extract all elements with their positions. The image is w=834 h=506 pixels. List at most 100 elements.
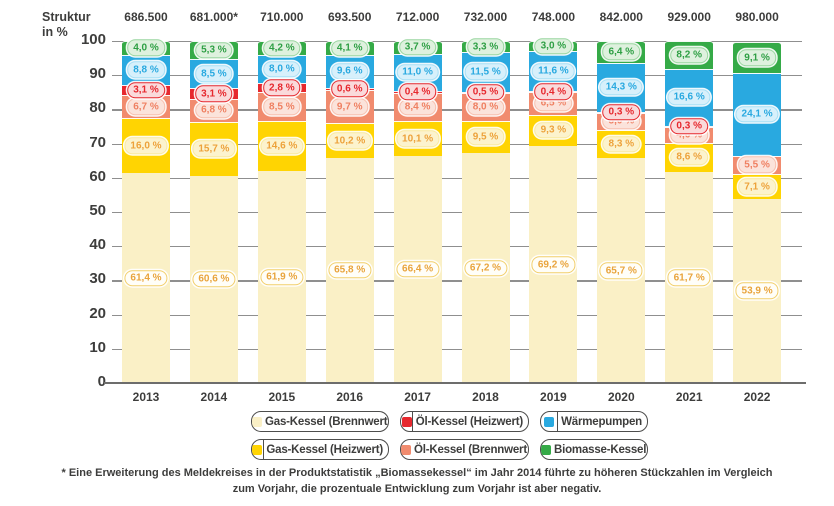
segment-value-label: 6,7 % bbox=[127, 98, 165, 116]
legend-swatch bbox=[252, 416, 262, 427]
y-tick-label: 10 bbox=[89, 338, 106, 356]
segment-value-label: 0,3 % bbox=[670, 118, 708, 135]
segment-value-label: 8,4 % bbox=[398, 98, 437, 116]
y-axis-title-line1: Struktur bbox=[42, 10, 91, 24]
segment-value-label: 0,6 % bbox=[330, 80, 369, 98]
legend-swatch bbox=[401, 444, 411, 455]
total-label: 712.000 bbox=[395, 10, 440, 24]
y-tick-label: 30 bbox=[89, 270, 106, 288]
legend-swatch-box bbox=[541, 412, 557, 431]
gridline bbox=[112, 348, 802, 350]
plot-area: 61,4 % 16,0 % 6,7 % 3,1 % 8,8 % 4,0 % 60,6 % 15… bbox=[112, 37, 802, 383]
legend-swatch bbox=[544, 416, 555, 427]
segment-value-label: 14,6 % bbox=[260, 138, 304, 155]
bar-column-2021: 61,7 %8,6 %4,6 %0,3 %16,6 %8,2 % bbox=[665, 41, 714, 383]
y-tick-label: 50 bbox=[89, 202, 106, 219]
gridline bbox=[112, 41, 802, 43]
segment-value-label: 60,6 % bbox=[192, 271, 236, 288]
legend-divider bbox=[412, 412, 413, 431]
segment-value-label: 53,9 % bbox=[735, 282, 779, 300]
legend-swatch bbox=[252, 444, 263, 455]
legend-swatch-box bbox=[252, 440, 263, 459]
gridline bbox=[112, 177, 802, 179]
legend-label: Biomasse-Kessel bbox=[554, 443, 647, 456]
y-tick-label: 40 bbox=[89, 236, 106, 254]
total-label: 980.000 bbox=[735, 10, 779, 24]
y-tick-label: 0 bbox=[97, 373, 106, 390]
y-tick-label: 80 bbox=[89, 99, 106, 117]
x-tick-label: 2017 bbox=[404, 390, 431, 404]
total-label: 693.500 bbox=[327, 10, 372, 24]
segment-value-label: 4,0 % bbox=[127, 39, 165, 57]
bar-column-2017: 66,4 % 10,1 % 8,4 % 0,4 % 11,0 % 3,7 % bbox=[393, 39, 442, 383]
gridline bbox=[112, 143, 802, 145]
legend-label: Öl-Kessel (Heizwert) bbox=[415, 415, 523, 428]
segment-value-label: 0,4 % bbox=[398, 83, 437, 101]
segment-value-label: 9,3 % bbox=[534, 122, 573, 139]
segment-value-label: 10,2 % bbox=[328, 132, 372, 149]
segment-value-label: 69,2 % bbox=[531, 256, 575, 273]
legend-swatch bbox=[541, 444, 551, 455]
legend-swatch-box bbox=[252, 412, 262, 431]
segment-value-label: 65,8 % bbox=[328, 262, 372, 279]
y-axis-title-line2: in % bbox=[42, 25, 68, 39]
segment-value-label: 7,1 % bbox=[738, 178, 776, 195]
segment-value-label: 14,3 % bbox=[599, 79, 643, 96]
segment-value-label: 8,5 % bbox=[263, 98, 301, 116]
segment-value-label: 24,1 % bbox=[735, 106, 779, 123]
footnote: * Eine Erweiterung des Meldekreises in d… bbox=[61, 467, 773, 495]
bar-column-2016: 65,8 % 10,2 % 9,7 % 0,6 % 9,6 % 4,1 % bbox=[325, 39, 374, 383]
legend-swatch-box bbox=[541, 440, 551, 459]
total-label: 681.000* bbox=[189, 10, 238, 24]
segment-value-label: 8,2 % bbox=[670, 46, 708, 64]
legend-swatch bbox=[401, 416, 412, 427]
total-label: 748.000 bbox=[531, 10, 576, 24]
segment-value-label: 3,3 % bbox=[466, 38, 505, 55]
segment-value-label: 61,7 % bbox=[667, 269, 711, 286]
legend-item: Gas-Kessel (Brennwert) bbox=[251, 411, 389, 432]
legend-divider bbox=[262, 440, 264, 459]
segment-value-label: 4,2 % bbox=[263, 39, 301, 57]
bar-column-2019: 69,2 % 9,3 % 6,5 % 0,4 % 11,6 % 3,0 % bbox=[529, 37, 578, 383]
segment-value-label: 6,4 % bbox=[602, 43, 641, 61]
gridline bbox=[112, 314, 802, 316]
x-tick-label: 2021 bbox=[675, 390, 703, 404]
y-tick-label: 100 bbox=[80, 31, 106, 48]
bar-column-2018: 67,2 % 9,5 % 8,0 % 0,5 % 11,5 % 3,3 % bbox=[461, 38, 510, 383]
segment-value-label: 0,5 % bbox=[466, 84, 505, 101]
x-axis-baseline bbox=[104, 382, 806, 384]
segment-value-label: 16,0 % bbox=[124, 137, 168, 154]
gridline bbox=[112, 109, 802, 111]
bar-column-2020: 65,7 % 8,3 % 5,0 % 0,3 % 14,3 % 6,4 % bbox=[597, 41, 646, 383]
y-tick-label: 70 bbox=[89, 133, 106, 151]
gridline bbox=[112, 246, 802, 248]
legend-item: Wärmepumpen bbox=[540, 411, 648, 432]
segment-value-label: 61,9 % bbox=[260, 268, 304, 286]
segment-value-label: 67,2 % bbox=[463, 259, 508, 277]
legend: Gas-Kessel (Brennwert) Öl-Kessel (Heizwer… bbox=[251, 411, 648, 460]
segment-value-label: 0,4 % bbox=[534, 83, 573, 100]
segment-value-label: 3,1 % bbox=[127, 81, 165, 99]
segment-value-label: 5,5 % bbox=[738, 156, 776, 174]
legend-label: Öl-Kessel (Brennwert) bbox=[414, 443, 529, 456]
x-tick-label: 2013 bbox=[132, 390, 160, 404]
segment-value-label: 9,5 % bbox=[466, 128, 505, 146]
total-label: 686.500 bbox=[124, 10, 168, 24]
segment-value-label: 8,0 % bbox=[263, 60, 301, 78]
segment-value-label: 9,6 % bbox=[330, 63, 369, 80]
segment-value-label: 66,4 % bbox=[396, 261, 440, 278]
x-tick-label: 2022 bbox=[743, 390, 771, 404]
legend-divider bbox=[557, 412, 559, 431]
segment-value-label: 65,7 % bbox=[599, 262, 643, 279]
segment-value-label: 3,0 % bbox=[534, 37, 573, 55]
legend-swatch-box bbox=[401, 412, 412, 431]
segment-value-label: 11,5 % bbox=[464, 63, 507, 81]
segment-value-label: 3,1 % bbox=[195, 85, 233, 102]
x-tick-label: 2020 bbox=[607, 390, 635, 404]
segment-value-label: 8,0 % bbox=[466, 98, 505, 116]
y-tick-label: 20 bbox=[89, 304, 106, 322]
y-tick-label: 60 bbox=[89, 167, 106, 185]
segment-value-label: 8,8 % bbox=[127, 61, 165, 78]
legend-label: Gas-Kessel (Heizwert) bbox=[266, 443, 383, 456]
